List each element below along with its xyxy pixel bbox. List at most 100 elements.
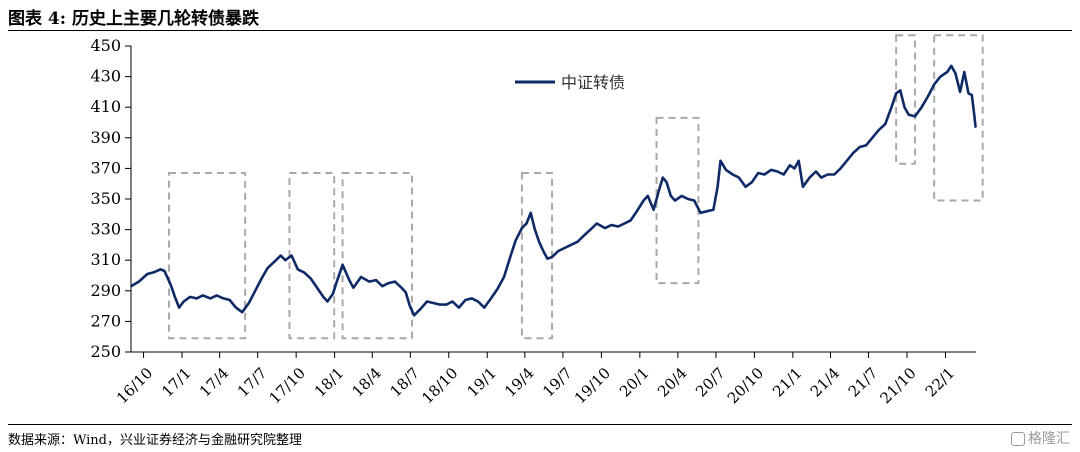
- data-point: [907, 113, 910, 116]
- data-point: [254, 289, 257, 292]
- data-point: [914, 115, 916, 118]
- x-tick-label: 18/10: [418, 364, 461, 407]
- data-point: [360, 276, 362, 278]
- x-tick-label: 16/10: [113, 364, 156, 407]
- data-point: [309, 277, 312, 280]
- y-tick-label: 390: [90, 128, 121, 147]
- x-tick-label: 19/4: [501, 364, 538, 401]
- data-point: [890, 106, 893, 109]
- data-point: [138, 280, 140, 283]
- data-point: [152, 271, 155, 274]
- series-layer: [130, 64, 977, 317]
- data-point: [529, 211, 532, 214]
- data-point: [652, 208, 655, 211]
- data-point: [563, 247, 566, 249]
- watermark-text: 格隆汇: [1028, 431, 1070, 447]
- data-point: [490, 297, 492, 300]
- crash-period-box: [168, 171, 247, 340]
- data-point: [595, 222, 598, 225]
- data-point: [542, 250, 545, 252]
- data-point: [400, 286, 403, 289]
- data-point: [189, 296, 191, 298]
- data-point: [408, 305, 411, 307]
- y-tick-label: 350: [90, 189, 121, 208]
- data-point: [665, 181, 668, 184]
- data-point: [348, 279, 351, 281]
- x-tick-label: 17/1: [158, 364, 195, 401]
- y-tick-label: 250: [90, 342, 121, 361]
- data-point: [169, 283, 172, 286]
- watermark-logo-icon: [1011, 432, 1025, 446]
- data-point: [712, 208, 715, 211]
- x-tick-label: 22/1: [922, 364, 959, 401]
- data-point: [533, 228, 536, 231]
- data-point: [195, 297, 198, 300]
- data-point: [939, 75, 942, 78]
- data-point: [381, 285, 384, 288]
- data-point: [802, 185, 804, 188]
- data-point: [706, 210, 709, 213]
- x-tick-label: 18/1: [311, 364, 348, 401]
- data-point: [215, 294, 218, 297]
- crash-period-box: [895, 34, 916, 165]
- data-point: [404, 291, 407, 294]
- data-point: [582, 234, 585, 237]
- data-point: [903, 106, 906, 109]
- x-tick-label: 20/4: [654, 364, 691, 401]
- crash-period-box: [288, 171, 336, 340]
- data-point: [470, 297, 473, 300]
- data-point: [290, 254, 293, 257]
- data-point: [669, 195, 672, 197]
- source-rule: [8, 424, 1072, 425]
- data-point: [260, 277, 263, 280]
- data-point: [174, 296, 176, 298]
- data-point: [228, 299, 231, 301]
- data-point: [826, 173, 829, 176]
- data-point: [680, 195, 683, 197]
- x-tick-label: 20/10: [724, 364, 767, 407]
- data-point: [279, 254, 282, 257]
- data-point: [419, 308, 422, 311]
- data-point: [509, 256, 512, 259]
- data-point: [241, 311, 244, 314]
- data-point: [296, 268, 299, 271]
- y-tick-label: 450: [90, 36, 121, 55]
- data-point: [235, 306, 237, 309]
- data-point: [744, 185, 747, 188]
- data-point: [967, 92, 970, 95]
- data-point: [610, 224, 613, 226]
- data-point: [503, 276, 505, 278]
- data-point: [303, 271, 305, 274]
- data-point: [589, 228, 592, 231]
- x-tick-label: 20/1: [616, 364, 653, 401]
- data-point: [899, 89, 902, 92]
- figure-title: 图表 4: 历史上主要几轮转债暴跌: [8, 9, 259, 29]
- x-tick-label: 21/1: [769, 364, 806, 401]
- data-point: [387, 282, 390, 285]
- data-point: [182, 300, 185, 303]
- data-point: [393, 280, 396, 283]
- crash-period-box: [341, 171, 413, 340]
- x-axis: 16/10 17/1 17/4 17/717/10 18/1 18/4 18/718/10 1…: [113, 351, 976, 407]
- data-point: [457, 306, 460, 309]
- data-point: [963, 71, 966, 73]
- y-tick-label: 330: [90, 220, 121, 239]
- y-tick-label: 430: [90, 67, 121, 86]
- data-point: [699, 211, 702, 214]
- data-point: [793, 167, 796, 170]
- data-point: [413, 314, 415, 317]
- data-point: [884, 123, 887, 125]
- x-tick-label: 17/4: [196, 364, 233, 401]
- data-point: [687, 198, 689, 200]
- data-point: [551, 256, 553, 259]
- data-point: [852, 152, 854, 155]
- data-point: [636, 210, 638, 213]
- data-point: [895, 92, 898, 95]
- data-point: [146, 273, 149, 275]
- data-point: [716, 185, 719, 188]
- data-point: [858, 146, 861, 148]
- data-point: [604, 227, 607, 229]
- data-point: [719, 159, 722, 162]
- data-point: [797, 159, 800, 162]
